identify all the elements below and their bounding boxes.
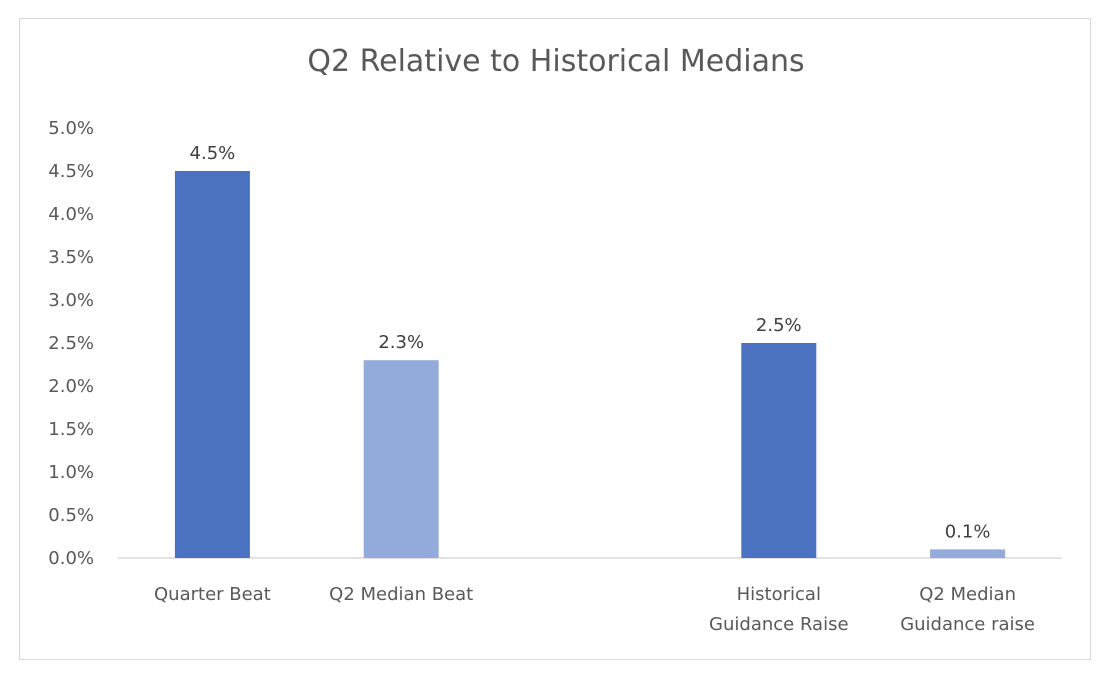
category-labels: Quarter Beat Q2 Median Beat Historical Guid… [154, 584, 1035, 635]
y-tick-label: 4.0% [48, 204, 94, 225]
data-labels: 4.5% 2.3% 2.5% 0.1% [190, 143, 991, 542]
bar [363, 360, 439, 558]
y-tick-label: 3.5% [48, 247, 94, 268]
category-label: Quarter Beat [154, 584, 271, 605]
y-tick-label: 0.5% [48, 505, 94, 526]
bar [741, 343, 817, 558]
bars [174, 171, 1006, 558]
category-label: Historical [737, 584, 821, 605]
y-tick-label: 3.0% [48, 290, 94, 311]
y-tick-label: 2.0% [48, 376, 94, 397]
y-tick-label: 5.0% [48, 118, 94, 139]
data-label: 0.1% [945, 521, 991, 542]
bar [930, 549, 1006, 558]
data-label: 2.3% [378, 332, 424, 353]
data-label: 2.5% [756, 315, 802, 336]
y-tick-label: 1.0% [48, 462, 94, 483]
chart-title: Q2 Relative to Historical Medians [307, 44, 805, 79]
bar [174, 171, 250, 558]
category-label: Guidance raise [900, 614, 1035, 635]
category-label: Q2 Median [919, 584, 1016, 605]
category-label: Q2 Median Beat [329, 584, 473, 605]
data-label: 4.5% [190, 143, 236, 164]
y-tick-label: 1.5% [48, 419, 94, 440]
y-tick-label: 0.0% [48, 548, 94, 569]
y-tick-label: 2.5% [48, 333, 94, 354]
y-axis-ticks: 0.0% 0.5% 1.0% 1.5% 2.0% 2.5% 3.0% 3.5% 4.0% 4.5%… [48, 118, 94, 569]
category-label: Guidance Raise [709, 614, 849, 635]
y-tick-label: 4.5% [48, 161, 94, 182]
